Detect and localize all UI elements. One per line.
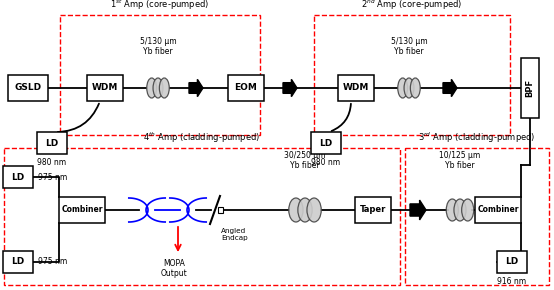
Text: 5/130 μm
Yb fiber: 5/130 μm Yb fiber bbox=[140, 37, 176, 56]
Text: WDM: WDM bbox=[343, 84, 369, 93]
Text: BPF: BPF bbox=[526, 79, 535, 97]
Polygon shape bbox=[410, 200, 426, 220]
Text: LD: LD bbox=[12, 258, 24, 267]
Ellipse shape bbox=[307, 198, 321, 222]
Text: LD: LD bbox=[45, 139, 59, 148]
Ellipse shape bbox=[289, 198, 303, 222]
Text: 5/130 μm
Yb fiber: 5/130 μm Yb fiber bbox=[391, 37, 427, 56]
Ellipse shape bbox=[404, 78, 414, 98]
Ellipse shape bbox=[411, 78, 420, 98]
Text: 980 nm: 980 nm bbox=[38, 158, 66, 167]
FancyBboxPatch shape bbox=[521, 58, 539, 118]
Ellipse shape bbox=[298, 198, 312, 222]
Ellipse shape bbox=[454, 199, 466, 221]
Text: 975 nm: 975 nm bbox=[38, 258, 67, 267]
Text: 1$^{st}$ Amp (core-pumped): 1$^{st}$ Amp (core-pumped) bbox=[110, 0, 209, 12]
FancyBboxPatch shape bbox=[497, 251, 527, 273]
FancyBboxPatch shape bbox=[3, 166, 33, 188]
Ellipse shape bbox=[461, 199, 474, 221]
Text: LD: LD bbox=[505, 258, 519, 267]
Text: 10/125 μm
Yb fiber: 10/125 μm Yb fiber bbox=[439, 151, 481, 170]
Bar bbox=[218, 207, 223, 213]
Text: 916 nm: 916 nm bbox=[497, 277, 526, 286]
Polygon shape bbox=[189, 79, 203, 97]
Text: WDM: WDM bbox=[92, 84, 118, 93]
FancyBboxPatch shape bbox=[87, 75, 123, 101]
Ellipse shape bbox=[153, 78, 163, 98]
Text: MOPA
Output: MOPA Output bbox=[161, 259, 187, 278]
Text: LD: LD bbox=[12, 173, 24, 182]
Text: 975 nm: 975 nm bbox=[38, 173, 67, 182]
Ellipse shape bbox=[160, 78, 170, 98]
Ellipse shape bbox=[398, 78, 408, 98]
Text: LD: LD bbox=[319, 139, 332, 148]
Text: 980 nm: 980 nm bbox=[311, 158, 341, 167]
FancyBboxPatch shape bbox=[338, 75, 374, 101]
Text: GSLD: GSLD bbox=[14, 84, 42, 93]
Text: Combiner: Combiner bbox=[477, 206, 519, 215]
Text: 4$^{th}$ Amp (cladding-pumped): 4$^{th}$ Amp (cladding-pumped) bbox=[143, 130, 260, 145]
Text: 30/250 μm
Yb fiber: 30/250 μm Yb fiber bbox=[284, 151, 326, 170]
FancyBboxPatch shape bbox=[311, 132, 341, 154]
Ellipse shape bbox=[147, 78, 157, 98]
FancyBboxPatch shape bbox=[3, 251, 33, 273]
Text: Combiner: Combiner bbox=[61, 206, 102, 215]
FancyBboxPatch shape bbox=[59, 197, 105, 223]
Text: EOM: EOM bbox=[234, 84, 258, 93]
Text: Angled
Endcap: Angled Endcap bbox=[221, 228, 248, 241]
FancyBboxPatch shape bbox=[475, 197, 521, 223]
FancyBboxPatch shape bbox=[228, 75, 264, 101]
Polygon shape bbox=[283, 79, 297, 97]
Text: Taper: Taper bbox=[360, 206, 386, 215]
Text: 3$^{rd}$ Amp (cladding-pumped): 3$^{rd}$ Amp (cladding-pumped) bbox=[418, 130, 536, 145]
Text: 2$^{nd}$ Amp (core-pumped): 2$^{nd}$ Amp (core-pumped) bbox=[361, 0, 463, 12]
FancyBboxPatch shape bbox=[355, 197, 391, 223]
FancyBboxPatch shape bbox=[8, 75, 48, 101]
Polygon shape bbox=[443, 79, 457, 97]
Ellipse shape bbox=[447, 199, 458, 221]
FancyBboxPatch shape bbox=[37, 132, 67, 154]
